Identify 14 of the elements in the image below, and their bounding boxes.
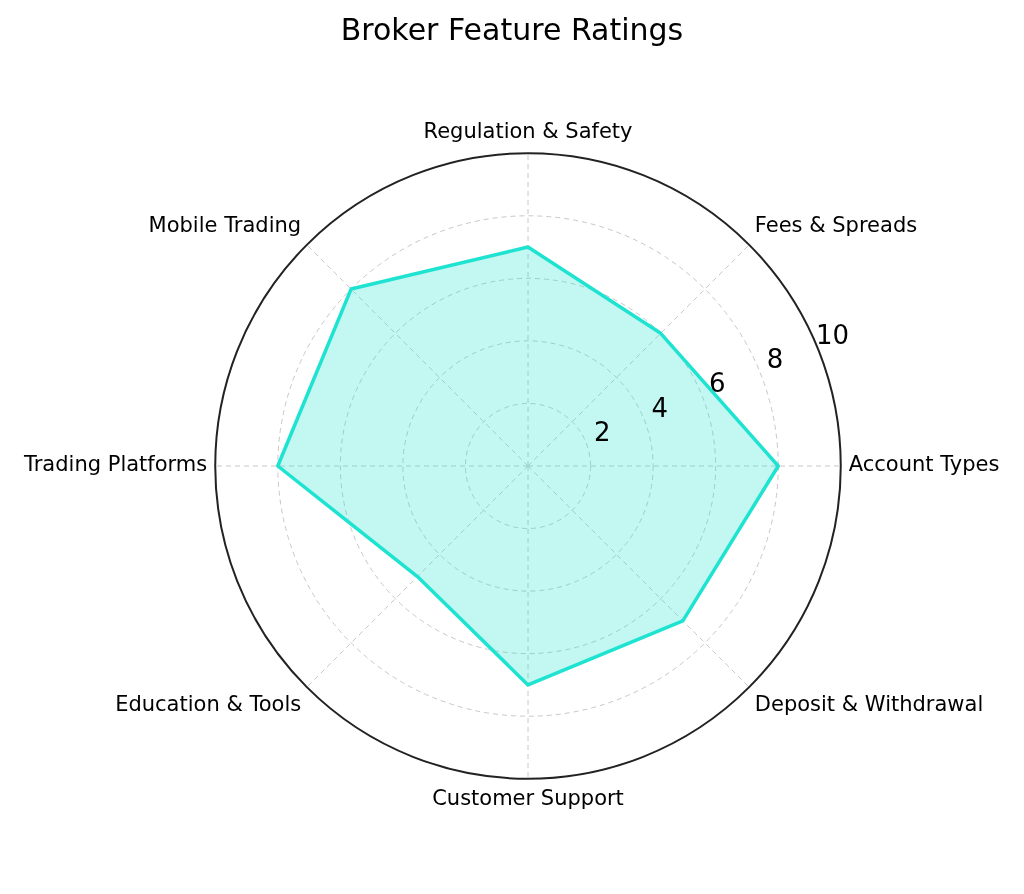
y-tick-label: 2 <box>593 417 611 448</box>
spoke-label: Account Types <box>848 452 1000 477</box>
y-tick-label: 8 <box>766 343 784 374</box>
spoke-label: Deposit & Withdrawal <box>754 691 984 716</box>
chart-title: Broker Feature Ratings <box>340 11 684 47</box>
y-tick-label: 6 <box>709 368 726 399</box>
spoke-label: Fees & Spreads <box>754 213 918 238</box>
spoke-label: Customer Support <box>432 785 624 810</box>
spoke-label: Regulation & Safety <box>423 119 633 144</box>
spoke-label: Trading Platforms <box>22 452 208 477</box>
spoke-label: Education & Tools <box>115 691 302 716</box>
y-tick-label: 10 <box>815 319 850 350</box>
spoke-label: Mobile Trading <box>148 213 302 238</box>
y-tick-label: 4 <box>651 392 669 423</box>
